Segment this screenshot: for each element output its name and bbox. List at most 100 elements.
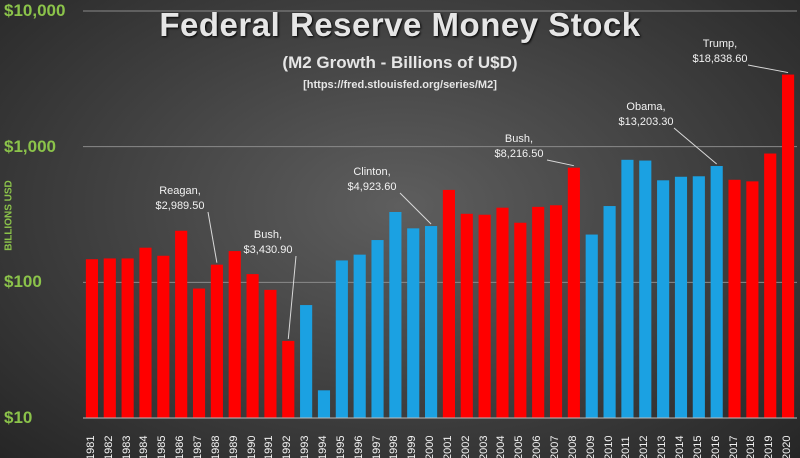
x-tick-label: 2005 [513, 435, 526, 458]
annotation-total: $4,923.60 [347, 181, 397, 193]
annotation-total: $3,430.90 [243, 244, 293, 256]
x-tick-label: 2007 [549, 435, 562, 458]
chart-title: Federal Reserve Money Stock [159, 6, 641, 43]
bar-1988 [210, 264, 223, 418]
bar-2011 [621, 159, 634, 418]
bar-1984 [139, 247, 152, 418]
x-tick-label: 1996 [352, 435, 365, 458]
x-tick-label: 1995 [334, 435, 347, 458]
annotation-name: Reagan, [159, 185, 201, 197]
x-tick-label: 2016 [709, 435, 722, 458]
annotation-leader-1992 [287, 255, 297, 339]
bar-2001 [442, 189, 455, 418]
bar-2002 [460, 213, 473, 418]
x-tick-label: 1998 [388, 435, 401, 458]
bar-2010 [603, 206, 616, 418]
annotation-leader-2000 [399, 192, 432, 225]
bar-2006 [532, 206, 545, 418]
x-tick-label: 2012 [638, 435, 651, 458]
annotation-total: $18,838.60 [692, 53, 748, 65]
y-tick-label: $100 [4, 272, 42, 292]
bar-1998 [389, 211, 402, 418]
chart-source: [https://fred.stlouisfed.org/series/M2] [303, 79, 497, 91]
bar-2012 [639, 160, 652, 418]
bar-2003 [478, 214, 491, 418]
x-tick-label: 1986 [174, 435, 187, 458]
annotation-name: Clinton, [353, 166, 391, 178]
annotation-name: Bush, [253, 229, 283, 241]
bar-2015 [692, 176, 705, 418]
x-tick-label: 1989 [227, 435, 240, 458]
x-tick-label: 2017 [727, 435, 740, 458]
x-tick-label: 1981 [84, 435, 97, 458]
bar-1987 [192, 288, 206, 418]
annotation-name: Trump, [702, 38, 738, 50]
bar-1981 [85, 259, 98, 418]
x-tick-label: 2015 [691, 435, 704, 458]
bar-1999 [407, 228, 420, 418]
annotation-total: $8,216.50 [494, 148, 544, 160]
bar-1990 [246, 274, 259, 418]
bar-1992 [282, 340, 295, 418]
bar-2016 [710, 166, 723, 418]
y-axis-title: BILLIONS USD [3, 180, 15, 251]
bar-2000 [425, 226, 438, 418]
bar-2017 [728, 179, 741, 418]
annotation-2020: Trump, $18,838.60 [692, 37, 747, 67]
x-tick-label: 1988 [209, 435, 222, 458]
x-tick-label: 2000 [424, 435, 437, 458]
bar-2007 [549, 205, 563, 418]
bar-1989 [228, 251, 241, 418]
x-tick-label: 1990 [245, 435, 258, 458]
y-tick-label: $10 [4, 408, 33, 427]
annotation-total: $2,989.50 [155, 200, 205, 212]
bar-2014 [674, 176, 688, 418]
bar-1986 [175, 230, 188, 418]
x-tick-label: 2001 [441, 435, 454, 458]
bar-2008 [567, 167, 580, 418]
x-tick-label: 1982 [102, 435, 115, 458]
x-tick-label: 2011 [620, 436, 633, 458]
bar-1997 [371, 240, 384, 418]
bar-2019 [764, 153, 777, 418]
x-tick-label: 2010 [602, 435, 615, 458]
x-tick-label: 1991 [263, 435, 276, 458]
bar-2004 [496, 207, 509, 418]
annotation-leader-2020 [747, 64, 789, 74]
annotation-name: Obama, [626, 101, 666, 113]
bar-1982 [103, 258, 116, 418]
x-tick-label: 1992 [281, 435, 294, 458]
annotation-name: Bush, [504, 133, 534, 145]
bar-1991 [264, 289, 277, 418]
x-tick-label: 1994 [316, 435, 329, 458]
annotation-1992: Bush, $3,430.90 [244, 228, 293, 258]
bar-1983 [121, 258, 134, 418]
x-tick-label: 2013 [656, 435, 669, 458]
annotation-2016: Obama, $13,203.30 [618, 100, 673, 130]
annotation-leader-2008 [546, 159, 574, 167]
bar-1985 [157, 255, 170, 418]
annotation-leader-1988 [207, 211, 218, 263]
annotation-2008: Bush, $8,216.50 [495, 132, 544, 162]
bar-2018 [746, 181, 759, 418]
y-tick-label: $10,000 [4, 1, 66, 20]
bar-1994 [317, 390, 331, 418]
bar-2020 [782, 74, 795, 418]
bar-1995 [335, 260, 348, 418]
x-tick-label: 2019 [763, 435, 776, 458]
x-tick-label: 1984 [138, 435, 151, 458]
bar-2009 [585, 234, 598, 418]
x-tick-label: 2003 [477, 435, 490, 458]
x-tick-label: 2009 [584, 435, 597, 458]
chart-subtitle: (M2 Growth - Billions of U$D) [282, 53, 518, 72]
x-tick-label: 1985 [156, 435, 169, 458]
x-tick-label: 1987 [192, 435, 205, 458]
bar-2013 [657, 180, 670, 418]
bar-1996 [353, 254, 366, 418]
x-tick-label: 2002 [459, 435, 472, 458]
x-tick-label: 2006 [531, 435, 544, 458]
y-tick-label: $1,000 [4, 136, 56, 156]
annotation-leader-2016 [673, 127, 717, 165]
